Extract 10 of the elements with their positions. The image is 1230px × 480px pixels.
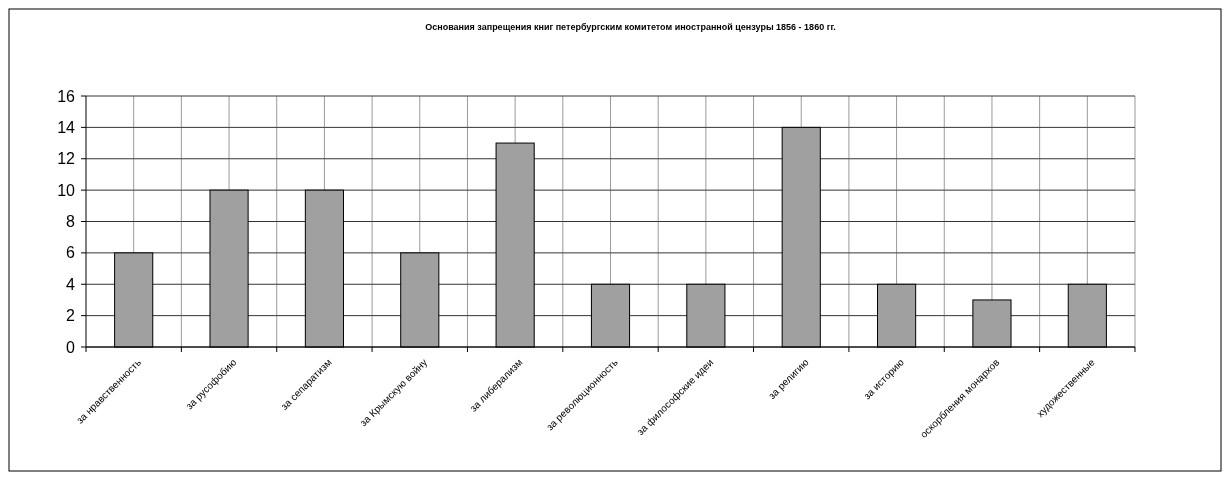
chart-title: Основания запрещения книг петербургским комитетом иностранной цензуры 1856 - 1860 гг.	[425, 22, 836, 32]
y-tick-label: 6	[66, 244, 76, 262]
y-tick-label: 16	[57, 87, 76, 105]
y-tick-label: 14	[57, 118, 76, 136]
y-tick-label: 0	[66, 338, 76, 356]
y-tick-label: 4	[66, 275, 76, 293]
y-tick-label: 12	[57, 150, 76, 168]
y-tick-label: 8	[66, 213, 76, 231]
y-tick-label: 2	[66, 307, 76, 325]
y-tick-label: 10	[57, 181, 76, 199]
